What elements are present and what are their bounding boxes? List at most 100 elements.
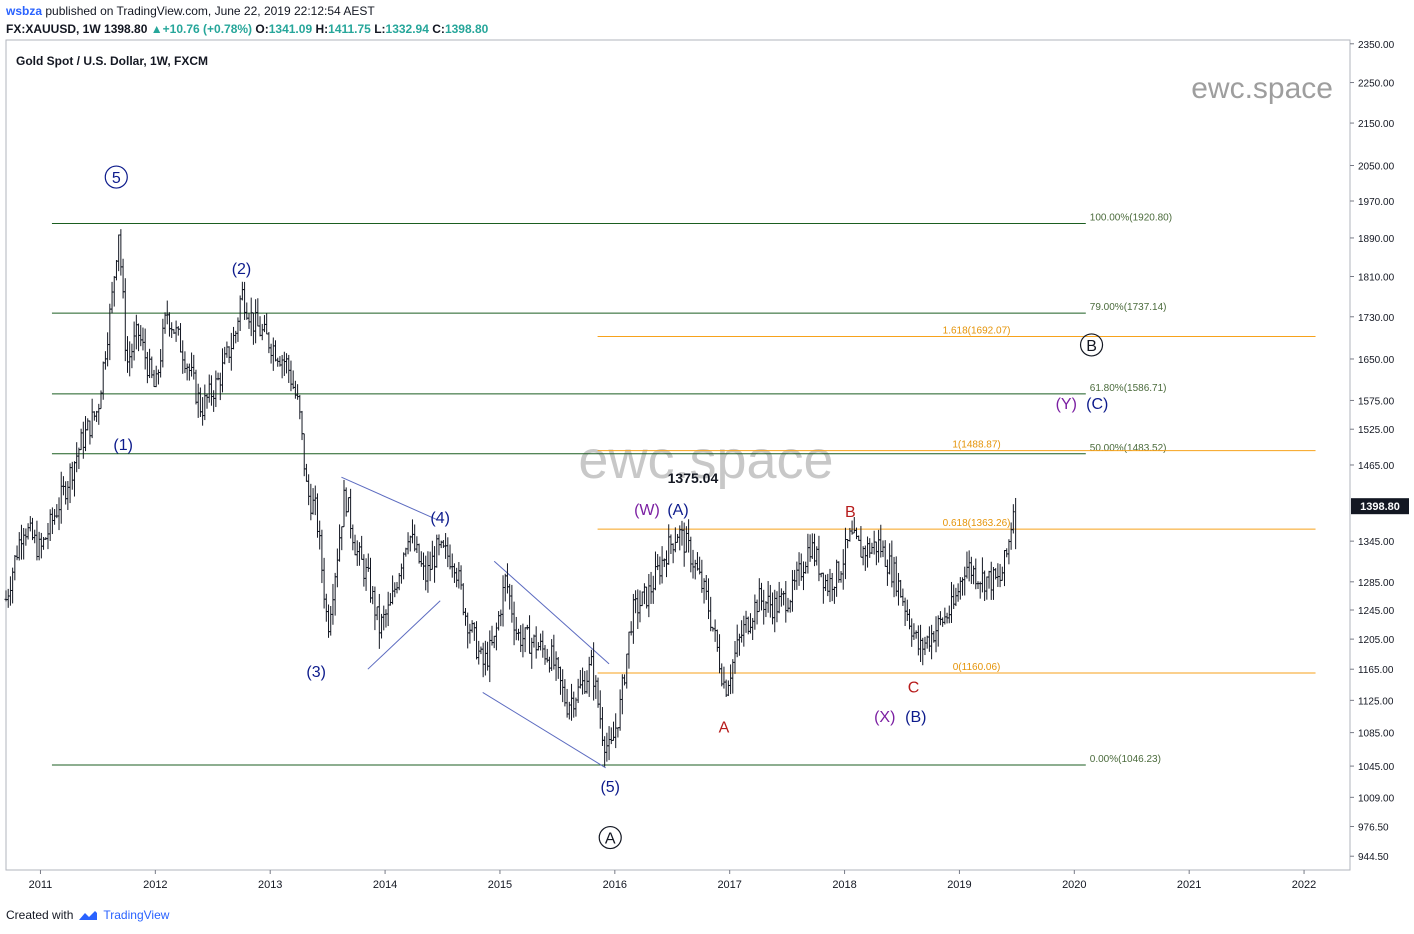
ohlc-line: FX:XAUUSD, 1W 1398.80 ▲+10.76 (+0.78%) O… [6,22,488,36]
wave-label: (4) [430,510,450,527]
high-label: H: [315,22,329,36]
time-tick-label: 2017 [717,879,741,891]
tradingview-brand[interactable]: TradingView [103,908,170,922]
price-tick-label: 1205.00 [1358,635,1395,646]
price-tick-label: 1730.00 [1358,313,1395,324]
fib-level-label: 50.00%(1483.52) [1090,443,1167,454]
wave-label: (X) [874,709,895,726]
last-price-badge [1351,498,1409,515]
price-tick-label: 2150.00 [1358,119,1395,130]
wave-label: (3) [306,664,326,681]
trendline [367,600,441,670]
price-tick-label: 1970.00 [1358,197,1395,208]
time-tick-label: 2014 [373,879,397,891]
time-tick-label: 2015 [488,879,512,891]
wave-label: (1) [113,437,133,454]
footer: Created with TradingView [6,908,169,922]
time-tick-label: 2012 [143,879,167,891]
time-tick-label: 2021 [1177,879,1201,891]
last-price-label: 1398.80 [1360,501,1400,513]
fib-level-label: 61.80%(1586.71) [1090,383,1167,394]
created-with-text: Created with [6,908,74,922]
price-tick-label: 1575.00 [1358,396,1395,407]
wave-label: C [908,679,920,696]
fib-level-label: 0.618(1363.26) [943,518,1011,529]
price-tick-label: 1125.00 [1358,696,1394,707]
price-tick-label: 1245.00 [1358,606,1395,617]
price-tick-label: 1525.00 [1358,425,1395,436]
time-tick-label: 2013 [258,879,282,891]
price-tick-label: 1810.00 [1358,272,1395,283]
price-axis[interactable]: 2350.00 2250.00 2150.00 2050.00 1970.00 1890.… [1350,40,1395,863]
close-label: C: [432,22,445,36]
high-value: 1411.75 [328,22,371,36]
fib-level-label: 1(1488.87) [952,440,1000,451]
price-tick-label: 1165.00 [1358,665,1394,676]
watermark-center: ewc.space [578,430,833,490]
fib-level-label: 100.00%(1920.80) [1090,213,1172,224]
price-tick-label: 944.50 [1358,852,1389,863]
trendline [482,692,606,769]
low-label: L: [374,22,386,36]
wave-label: (Y) [1056,396,1077,413]
wave-label: (B) [905,709,926,726]
price-tick-label: 1009.00 [1358,793,1395,804]
wave-label: B [1086,338,1097,355]
price-tick-label: 1650.00 [1358,355,1395,366]
price-tick-label: 1045.00 [1358,762,1395,773]
fib-level-label: 0.00%(1046.23) [1090,754,1161,765]
fib-level-label: 79.00%(1737.14) [1090,302,1167,313]
open-value: 1341.09 [268,22,313,36]
wave-label-circle [104,165,128,189]
wave-label: A [605,831,616,848]
price-tick-label: 1085.00 [1358,729,1395,740]
open-label: O: [255,22,269,36]
wave-label-circle [1079,333,1104,357]
last-price: 1398.80 [104,22,148,36]
price-tick-label: 976.50 [1358,823,1389,834]
wave-label: 1375.04 [668,470,719,486]
time-axis[interactable]: 2011 2012 2013 2014 2015 2016 2017 2018 2019 2020… [29,870,1317,891]
time-tick-label: 2016 [603,879,627,891]
price-tick-label: 2250.00 [1358,79,1395,90]
time-tick-label: 2022 [1292,879,1316,891]
low-value: 1332.94 [385,22,429,36]
publish-line: wsbza published on TradingView.com, June… [6,4,375,18]
price-tick-label: 1285.00 [1358,578,1395,589]
time-tick-label: 2020 [1062,879,1086,891]
fib-level-label: 1.618(1692.07) [943,326,1011,337]
price-tick-label: 1890.00 [1358,234,1395,245]
price-tick-label: 2050.00 [1358,162,1395,173]
fib-level-label: 0(1160.06) [953,662,1001,673]
wave-label: (W) [634,502,660,519]
publisher-name[interactable]: wsbza [6,4,43,18]
wave-label: (5) [600,779,620,796]
change-arrow-icon: ▲ [150,22,163,36]
trendlines [341,476,610,769]
trendline [493,560,610,665]
close-value: 1398.80 [444,22,489,36]
published-text: published on TradingView.com, June 22, 2… [45,4,375,18]
time-tick-label: 2011 [29,879,53,891]
time-tick-label: 2018 [832,879,856,891]
watermark-corner: ewc.space [1191,72,1333,105]
trendline [341,476,437,520]
price-tick-label: 1345.00 [1358,537,1395,548]
wave-label: A [719,720,730,737]
wave-label: B [845,504,856,521]
wave-label: (A) [667,502,688,519]
price-change: +10.76 (+0.78%) [162,22,253,36]
wave-label-circle [598,825,622,850]
price-bars [4,229,1017,767]
wave-labels: 5 (2) (1) (3) (4) (5) A 1375.04 (W) (A) A B C (X) (B) B… [104,165,1108,850]
time-tick-label: 2019 [947,879,971,891]
wave-label: 5 [112,170,121,187]
tradingview-cloud-icon[interactable] [77,908,99,922]
symbol-label: FX:XAUUSD, 1W [6,22,101,36]
last-price-marker: 1398.80 [1351,498,1409,515]
chart-title: Gold Spot / U.S. Dollar, 1W, FXCM [16,54,208,68]
price-tick-label: 1465.00 [1358,461,1395,472]
price-tick-label: 2350.00 [1358,40,1395,51]
